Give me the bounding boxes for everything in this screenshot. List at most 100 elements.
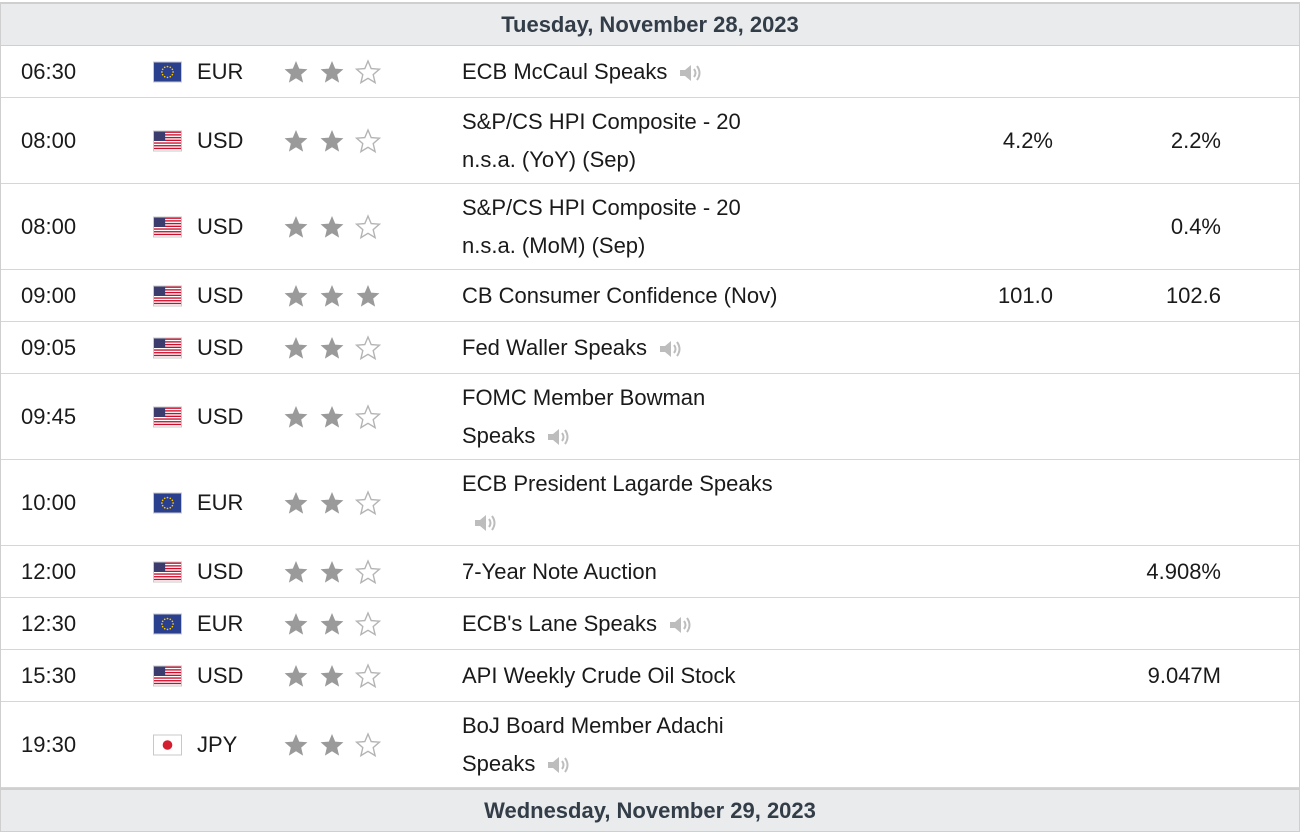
star-empty-icon (355, 610, 381, 637)
star-filled-icon (319, 732, 345, 758)
event-currency: USD (197, 127, 244, 153)
event-time: 09:45 (21, 403, 77, 429)
speaker-icon[interactable] (677, 61, 705, 85)
speaker-icon[interactable] (472, 511, 500, 535)
star-filled-icon (319, 559, 345, 585)
us-flag-icon (153, 337, 182, 358)
event-row[interactable]: 12:00 USD 7-Year Note Auction 4.908% (1, 546, 1299, 598)
importance-stars (283, 489, 381, 516)
star-filled-icon (319, 283, 345, 309)
event-title[interactable]: S&P/CS HPI Composite - 20 n.s.a. (YoY) (S… (462, 103, 822, 179)
event-title-line: 7-Year Note Auction (462, 558, 657, 584)
event-time: 19:30 (21, 731, 77, 757)
event-title-line: BoJ Board Member Adachi (462, 712, 724, 738)
star-empty-icon (355, 58, 381, 85)
event-time: 12:30 (21, 610, 77, 636)
event-title-line: FOMC Member Bowman (462, 384, 706, 410)
importance-stars (283, 662, 381, 689)
star-filled-icon (319, 128, 345, 154)
importance-stars (283, 731, 381, 758)
event-row[interactable]: 08:00 USD S&P/CS HPI Composite - 20 n.s.a. … (1, 98, 1299, 184)
event-row[interactable]: 12:30 EUR ECB's Lane Speaks (1, 598, 1299, 650)
speaker-icon[interactable] (545, 425, 573, 449)
event-time: 08:00 (21, 213, 77, 239)
star-filled-icon (283, 283, 309, 309)
star-empty-icon (355, 662, 381, 689)
star-filled-icon (283, 732, 309, 758)
importance-stars (283, 127, 381, 154)
event-previous-value: 9.047M (1147, 662, 1221, 688)
star-filled-icon (283, 663, 309, 689)
event-title-line: n.s.a. (MoM) (Sep) (462, 232, 646, 258)
importance-stars (283, 403, 381, 430)
event-time: 10:00 (21, 489, 77, 515)
speaker-icon[interactable] (657, 337, 685, 361)
us-flag-icon (153, 216, 182, 237)
event-currency: USD (197, 662, 244, 688)
event-currency: USD (197, 334, 244, 360)
star-empty-icon (355, 334, 381, 361)
event-title[interactable]: CB Consumer Confidence (Nov) (462, 277, 822, 315)
event-time: 09:05 (21, 334, 77, 360)
us-flag-icon (153, 285, 182, 306)
event-currency: EUR (197, 610, 244, 636)
event-title[interactable]: Fed Waller Speaks (462, 329, 822, 367)
event-row[interactable]: 19:30 JPY BoJ Board Member Adachi Speaks (1, 702, 1299, 788)
jp-flag-icon (153, 734, 182, 755)
event-title[interactable]: ECB President Lagarde Speaks (462, 465, 822, 541)
event-title-line: Speaks (462, 422, 536, 448)
star-filled-icon (283, 59, 309, 85)
event-title[interactable]: FOMC Member Bowman Speaks (462, 379, 822, 455)
us-flag-icon (153, 665, 182, 686)
speaker-icon[interactable] (667, 613, 695, 637)
event-actual-value: 4.2% (1002, 127, 1053, 153)
us-flag-icon (153, 561, 182, 582)
day-header: Wednesday, November 29, 2023 (1, 788, 1299, 832)
event-row[interactable]: 09:00 USD CB Consumer Confidence (Nov) 101.… (1, 270, 1299, 322)
importance-stars (283, 610, 381, 637)
eu-flag-icon (153, 613, 182, 634)
event-row[interactable]: 09:45 USD FOMC Member Bowman Speaks (1, 374, 1299, 460)
event-currency: JPY (197, 731, 238, 757)
star-filled-icon (283, 490, 309, 516)
event-title-line: S&P/CS HPI Composite - 20 (462, 108, 741, 134)
event-row[interactable]: 08:00 USD S&P/CS HPI Composite - 20 n.s.a. … (1, 184, 1299, 270)
event-title-line: n.s.a. (YoY) (Sep) (462, 146, 637, 172)
event-row[interactable]: 06:30 EUR ECB McCaul Speaks (1, 46, 1299, 98)
event-currency: EUR (197, 489, 244, 515)
event-title[interactable]: 7-Year Note Auction (462, 553, 822, 591)
event-title[interactable]: ECB McCaul Speaks (462, 53, 822, 91)
speaker-icon[interactable] (545, 753, 573, 777)
importance-stars (283, 58, 381, 85)
eu-flag-icon (153, 61, 182, 82)
event-time: 09:00 (21, 282, 77, 308)
event-currency: USD (197, 213, 244, 239)
star-filled-icon (319, 611, 345, 637)
star-filled-icon (283, 559, 309, 585)
eu-flag-icon (153, 492, 182, 513)
event-row[interactable]: 09:05 USD Fed Waller Speaks (1, 322, 1299, 374)
event-title-line: Fed Waller Speaks (462, 334, 648, 360)
importance-stars (283, 213, 381, 240)
event-title-line: ECB's Lane Speaks (462, 610, 657, 636)
event-previous-value: 0.4% (1170, 213, 1221, 239)
event-row[interactable]: 15:30 USD API Weekly Crude Oil Stock 9.047M (1, 650, 1299, 702)
event-title[interactable]: ECB's Lane Speaks (462, 605, 822, 643)
event-title[interactable]: BoJ Board Member Adachi Speaks (462, 707, 822, 783)
event-time: 15:30 (21, 662, 77, 688)
star-filled-icon (319, 59, 345, 85)
star-filled-icon (283, 214, 309, 240)
event-row[interactable]: 10:00 EUR ECB President Lagarde Speaks (1, 460, 1299, 546)
event-title-line: API Weekly Crude Oil Stock (462, 662, 736, 688)
us-flag-icon (153, 130, 182, 151)
star-filled-icon (283, 611, 309, 637)
star-filled-icon (319, 663, 345, 689)
event-title[interactable]: API Weekly Crude Oil Stock (462, 657, 822, 695)
importance-stars (283, 334, 381, 361)
event-title[interactable]: S&P/CS HPI Composite - 20 n.s.a. (MoM) (S… (462, 189, 822, 265)
star-empty-icon (355, 213, 381, 240)
star-empty-icon (355, 558, 381, 585)
us-flag-icon (153, 406, 182, 427)
event-actual-value: 101.0 (997, 282, 1053, 308)
